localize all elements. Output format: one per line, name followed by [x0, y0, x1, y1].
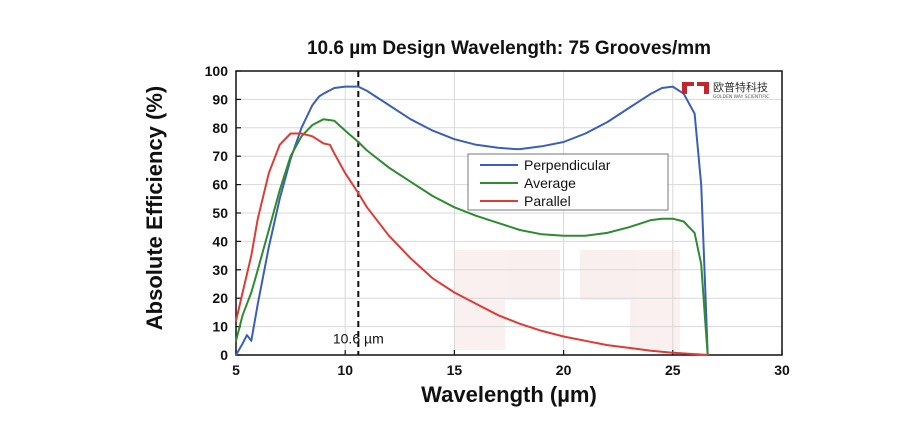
legend-label-perpendicular: Perpendicular [524, 157, 611, 173]
watermark [455, 250, 680, 350]
axis-ticks: 5 10 15 20 25 30 0 10 20 30 40 50 60 70 80 90 100 [205, 63, 790, 378]
x-tick-label: 30 [774, 362, 790, 378]
y-tick-label: 0 [220, 347, 228, 363]
y-tick-label: 80 [212, 120, 228, 136]
series-lines [235, 85, 709, 356]
design-wavelength-label: 10.6 µm [333, 331, 384, 347]
x-tick-label: 20 [556, 362, 572, 378]
y-tick-label: 20 [212, 290, 228, 306]
annotation: 10.6 µm [333, 71, 384, 355]
logo-text-cn: 欧普特科技 [713, 80, 768, 94]
y-tick-label: 30 [212, 262, 228, 278]
x-axis-label: Wavelength (µm) [421, 382, 597, 407]
x-tick-label: 5 [232, 362, 240, 378]
y-tick-label: 40 [212, 233, 228, 249]
legend-label-parallel: Parallel [524, 193, 571, 209]
chart-title: 10.6 µm Design Wavelength: 75 Grooves/mm [307, 38, 711, 59]
y-tick-label: 60 [212, 177, 228, 193]
logo: 欧普特科技 GOLDEN WAY SCIENTIFIC [682, 80, 769, 100]
logo-text-en: GOLDEN WAY SCIENTIFIC [713, 94, 769, 100]
series-line-parallel [235, 132, 709, 356]
legend-label-average: Average [524, 175, 576, 191]
grid [236, 71, 782, 355]
y-axis-label: Absolute Efficiency (%) [142, 86, 167, 330]
x-tick-label: 15 [447, 362, 463, 378]
y-tick-label: 70 [212, 148, 228, 164]
y-tick-label: 10 [212, 319, 228, 335]
series-line-average [235, 118, 709, 356]
x-tick-label: 25 [665, 362, 681, 378]
x-tick-label: 10 [337, 362, 353, 378]
y-tick-label: 100 [205, 63, 229, 79]
logo-mark-icon [682, 82, 709, 94]
y-tick-label: 90 [212, 91, 228, 107]
legend: Perpendicular Average Parallel [467, 153, 669, 211]
y-tick-label: 50 [212, 205, 228, 221]
series-line-perpendicular [235, 85, 709, 356]
